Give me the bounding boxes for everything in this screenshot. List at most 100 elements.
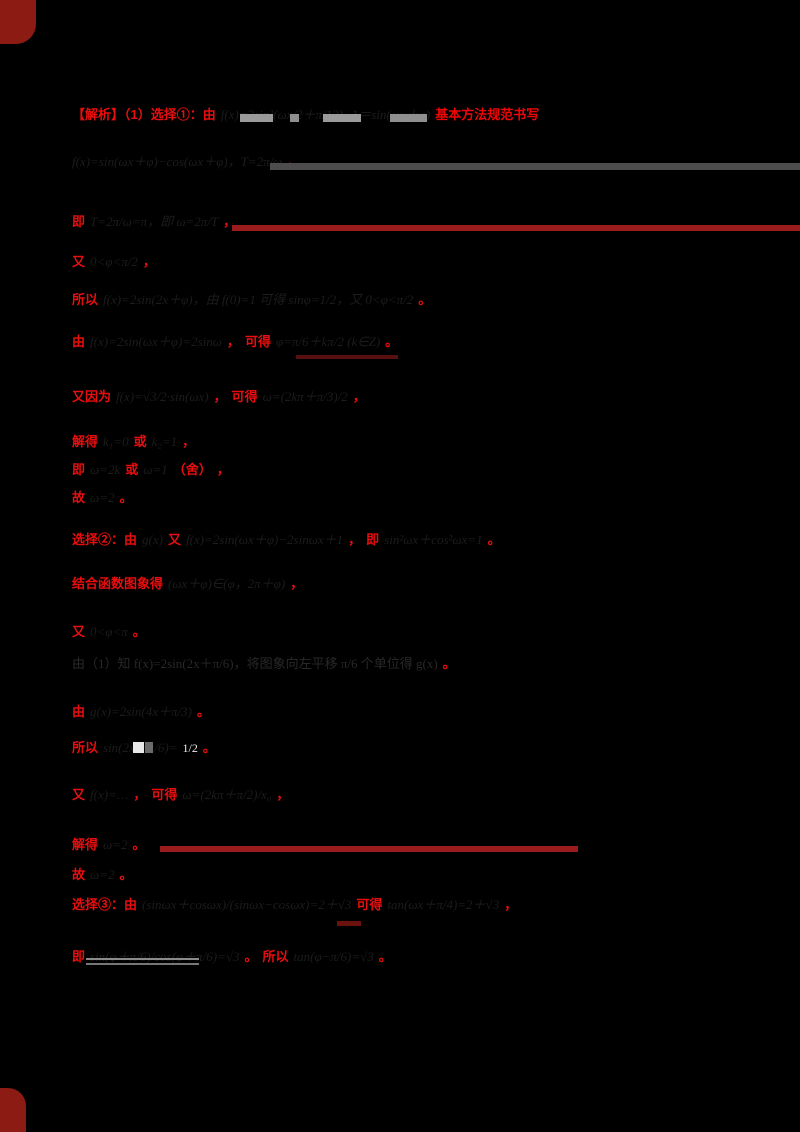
formula-text: k₁=0 [103,434,129,450]
solution-line: 所以 f(x)=2sin(2x＋φ)，由 f(0)=1 可得 sinφ=1/2，又… [72,288,431,308]
formula-text: ω=2k [90,462,121,478]
red-punctuation: 。 [385,334,399,350]
solution-line: 又因为 f(x)=√3/2·sin(ωx)，可得 ω=(2kπ＋π/3)/2， [72,385,366,405]
solution-line: 由（1）知 f(x)=2sin(2x＋π/6)，将图象向左平移 π/6 个单位得… [72,652,456,672]
red-punctuation: ， [133,787,147,803]
red-punctuation: 。 [119,867,133,883]
red-annotation: 所以 [72,292,99,308]
formula-text: sin(φ＋π/6)/cos(φ＋π/6)=√3 [90,949,240,965]
formula-text: 0<φ<π [90,624,128,640]
red-annotation: 即 [72,462,86,478]
solution-line: 又 0<φ<π。 [72,620,146,640]
red-annotation: 又 [167,532,181,548]
red-annotation: 又 [72,624,86,640]
formula-text: (ωx＋φ)∈(φ，2π＋φ) [168,576,286,592]
red-punctuation: ， [352,389,366,405]
red-annotation: 即 [72,214,86,230]
solution-line: 由 g(x)=2sin(4x＋π/3)。 [72,700,210,720]
solution-line: 结合函数图象得 (ωx＋φ)∈(φ，2π＋φ)， [72,572,303,592]
solution-line: 【解析】（1）选择①：由f(x)=2sin²(ωx/2＋π/12)−1＝sin(… [72,103,540,123]
formula-text: f(x)=2sin(ωx＋φ)−2sinωx＋1 [185,532,344,548]
gray-highlight-block [323,114,361,122]
formula-text: f(x)=2sin(ωx＋φ)=2sinω [90,334,222,350]
red-punctuation: ， [504,897,518,913]
formula-text: ω=(2kπ＋π/2)/x₀ [182,787,272,803]
solution-line: 故 ω=2。 [72,486,132,506]
red-annotation: 又 [72,787,86,803]
margin-note-callout: 基本方法规范书写 [435,107,540,123]
red-punctuation: 。 [378,949,392,965]
body-text: 由（1）知 f(x)=2sin(2x＋π/6)，将图象向左平移 π/6 个单位得… [72,656,438,672]
solution-line: 选择②：由 g(x) 又 f(x)=2sin(ωx＋φ)−2sinωx＋1，即 sin²… [72,528,501,548]
red-annotation: 或 [133,434,147,450]
maroon-underline-bar-2 [160,846,578,852]
red-annotation: 又因为 [72,389,112,405]
solution-line: 又 f(x)=…，可得 ω=(2kπ＋π/2)/x₀， [72,783,289,803]
solution-line: 即 ω=2k 或 ω=1 （舍）， [72,458,230,478]
formula-text: T=2π/ω=π，即 ω=2π/T [90,214,219,230]
solution-line: 选择③：由 (sinωx＋cosωx)/(sinωx−cosωx)=2＋√3 可得 t… [72,893,517,913]
formula-text: f(x)=2sin(2x＋φ)，由 f(0)=1 可得 sinφ=1/2，又 0… [103,292,414,308]
red-annotation: 所以 [72,740,99,756]
formula-text: ω=2 [90,867,115,883]
red-punctuation: ， [276,787,290,803]
red-annotation: 由 [72,334,86,350]
red-annotation: （舍） [172,462,212,478]
corner-decoration-bottom-left [0,1088,26,1132]
gray-highlight-block [290,114,299,122]
red-annotation: 结合函数图象得 [72,576,164,592]
red-punctuation: ， [213,389,227,405]
red-punctuation: 。 [119,490,133,506]
formula-text: ω=2 [103,837,128,853]
formula-text: φ=π/6＋kπ/2 (k∈Z) [275,334,381,350]
gray-fragment [145,742,153,753]
solution-line: 即 sin(φ＋π/6)/cos(φ＋π/6)=√3。所以 tan(φ−π/6)=√… [72,945,392,965]
corner-decoration-top-left [0,0,36,44]
formula-text: g(x)=2sin(4x＋π/3) [90,704,192,720]
red-punctuation: 。 [132,837,146,853]
red-annotation: 又 [72,254,86,270]
red-punctuation: 。 [202,740,216,756]
red-punctuation: ， [182,434,196,450]
solution-line: 故 ω=2。 [72,863,132,883]
solution-line: 解得 ω=2。 [72,833,145,853]
red-annotation: 选择②：由 [72,532,138,548]
red-annotation: 可得 [356,897,383,913]
red-annotation: 选择③：由 [72,897,138,913]
red-annotation: 所以 [262,949,289,965]
fraction-bar [86,963,199,965]
red-annotation: 故 [72,490,86,506]
red-punctuation: ， [226,334,240,350]
red-punctuation: 。 [487,532,501,548]
maroon-underline-bar-1 [232,225,800,231]
highlighted-fragment: 1/2 [182,741,198,756]
red-annotation: 或 [125,462,139,478]
red-punctuation: ， [290,576,304,592]
red-annotation: 【解析】（1）选择①：由 [72,107,216,123]
red-annotation: 解得 [72,837,99,853]
gray-highlight-block [240,114,273,122]
formula-text: (sinωx＋cosωx)/(sinωx−cosωx)=2＋√3 [142,897,352,913]
red-punctuation: ， [348,532,362,548]
red-punctuation: 。 [132,624,146,640]
red-punctuation: ， [142,254,156,270]
solution-line: f(x)=sin(ωx＋φ)−cos(ωx＋φ)，T=2π/ω。 [72,150,301,170]
maroon-fragment [337,921,361,926]
red-punctuation: 。 [442,656,456,672]
formula-text: g(x) [142,532,163,548]
red-annotation: 由 [72,704,86,720]
formula-text: f(x)=√3/2·sin(ωx) [116,389,209,405]
fraction-bar [86,958,199,960]
red-punctuation: 。 [418,292,432,308]
formula-text: ω=2 [90,490,115,506]
red-annotation: 即 [72,949,86,965]
red-annotation: 即 [366,532,380,548]
gray-highlight-block [390,114,427,122]
solution-line: 解得 k₁=0 或 k₂=1， [72,430,195,450]
red-annotation: 解得 [72,434,99,450]
gray-underline-bar [270,163,800,170]
formula-text: ω=1 [143,462,168,478]
white-fragment [133,742,144,753]
formula-text: k₂=1 [151,434,178,450]
